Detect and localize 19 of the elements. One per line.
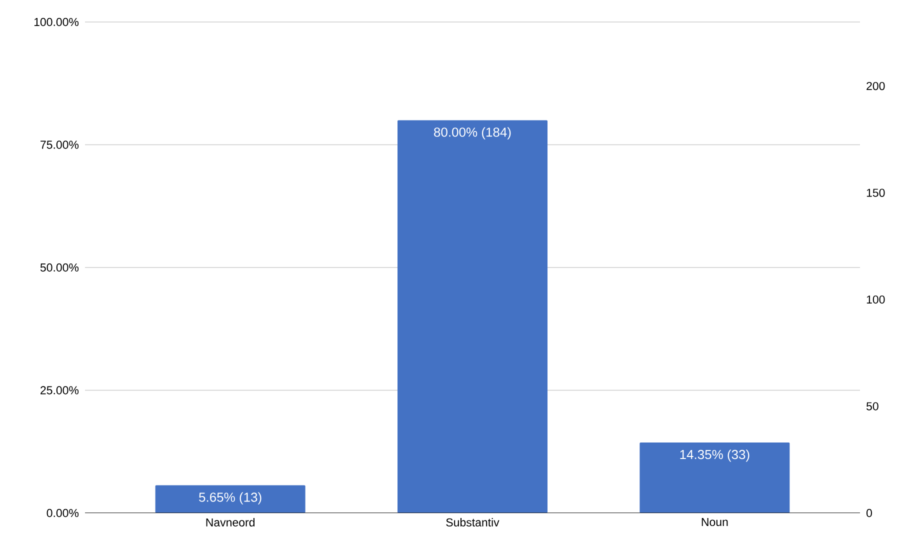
bar <box>155 485 306 513</box>
x-tick-label: Navneord <box>206 518 254 526</box>
y-tick-label: 0.00% <box>46 508 79 518</box>
y2-tick-label: 100 <box>866 295 885 304</box>
y2-tick-label: 50 <box>866 402 878 410</box>
y2-tick-label: 150 <box>866 188 885 197</box>
text: 5.65% (13) <box>199 492 262 504</box>
text: 14.35% (33) <box>680 450 750 462</box>
y-tick-label: 100.00% <box>34 18 79 26</box>
y-tick-label: 50.00% <box>40 263 79 272</box>
y2-tick-label: 200 <box>866 82 885 90</box>
x-tick-label: Substantiv <box>446 518 500 526</box>
bar <box>640 442 790 513</box>
y-tick-label: 25.00% <box>40 386 79 394</box>
bar <box>398 120 548 513</box>
text: 80.00% (184) <box>434 127 511 140</box>
y-tick-label: 75.00% <box>40 140 79 149</box>
y2-tick-label: 0 <box>866 508 872 518</box>
x-tick-label: Noun <box>702 518 728 526</box>
